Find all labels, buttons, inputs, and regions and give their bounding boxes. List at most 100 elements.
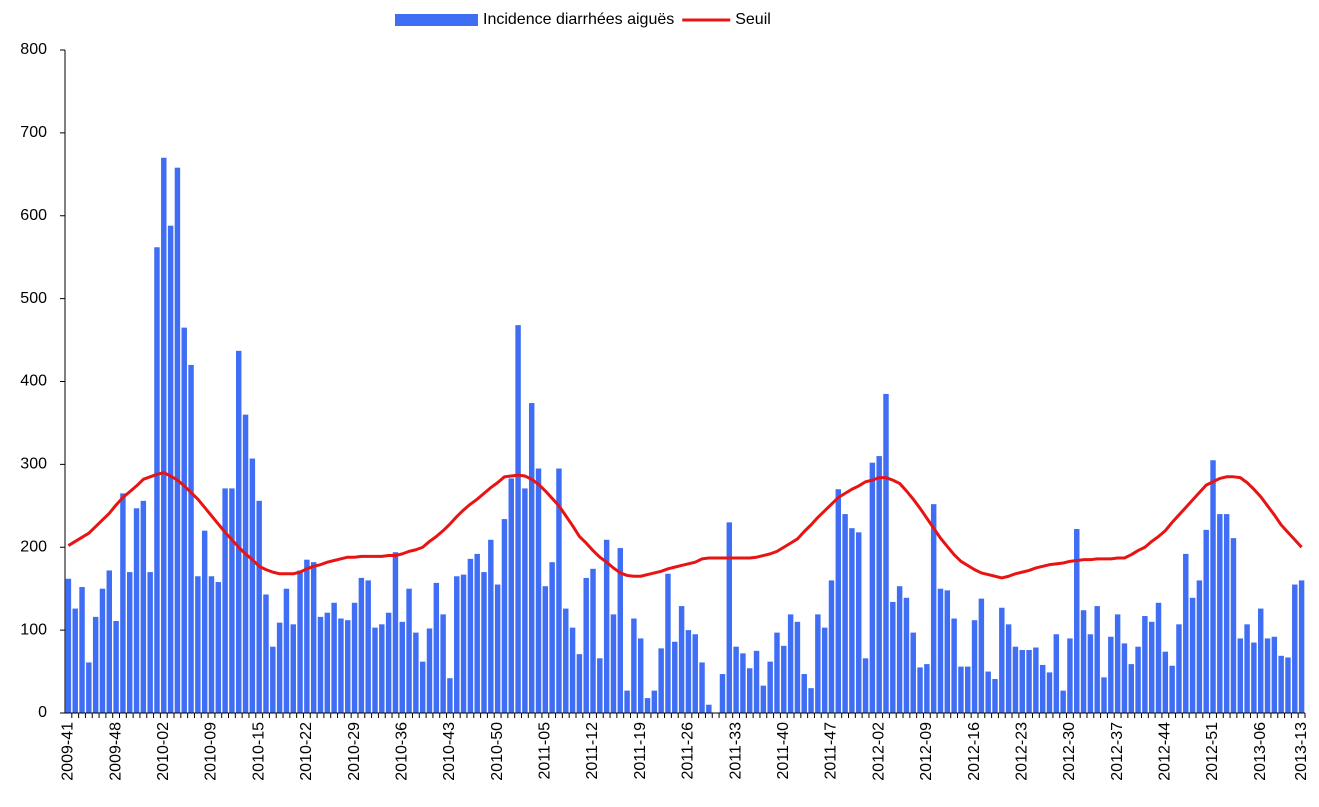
bar — [426, 628, 433, 713]
bar — [760, 685, 767, 713]
bar — [1142, 616, 1148, 713]
bar — [1189, 597, 1196, 713]
bar — [781, 645, 787, 713]
bar — [1128, 664, 1134, 713]
bar — [256, 500, 262, 713]
bar — [896, 586, 903, 713]
bar — [617, 548, 623, 713]
x-tick-label: 2012-37 — [1109, 722, 1126, 781]
x-tick-label: 2010-29 — [346, 722, 363, 781]
bar — [603, 539, 610, 713]
bar — [774, 632, 780, 713]
bar — [801, 674, 807, 713]
bar — [385, 612, 392, 713]
bar — [65, 578, 72, 713]
bar — [208, 576, 215, 713]
bar — [528, 403, 535, 713]
bar — [610, 614, 617, 713]
bar — [515, 325, 521, 713]
legend-swatch — [395, 14, 478, 26]
bar — [1108, 636, 1114, 713]
x-tick-label: 2011-12 — [584, 722, 601, 780]
x-tick-label: 2012-09 — [918, 722, 935, 781]
bar — [842, 514, 848, 713]
bar — [1012, 646, 1019, 713]
bar — [1183, 553, 1189, 713]
bar — [740, 653, 746, 713]
bar — [576, 654, 583, 713]
bar — [978, 598, 985, 713]
bar — [624, 690, 630, 713]
bar — [1251, 642, 1257, 713]
bar — [1080, 610, 1087, 713]
bar — [719, 674, 726, 713]
bar — [249, 458, 256, 713]
bar — [106, 570, 113, 713]
y-tick-label: 200 — [20, 538, 47, 555]
bar — [1094, 606, 1100, 713]
bar — [999, 607, 1005, 713]
bar — [120, 493, 126, 713]
bar — [263, 594, 269, 713]
x-tick-label: 2009-41 — [60, 722, 77, 781]
bar — [794, 621, 801, 713]
bar — [270, 646, 276, 713]
bar — [549, 562, 555, 713]
bar — [692, 634, 698, 713]
x-tick-label: 2011-26 — [680, 722, 697, 780]
bar — [188, 364, 194, 713]
bar — [583, 577, 589, 713]
bar — [92, 616, 99, 713]
bar — [454, 576, 460, 713]
x-tick-label: 2012-51 — [1204, 722, 1221, 781]
bar — [917, 667, 923, 713]
bar — [965, 666, 971, 713]
bar — [365, 580, 371, 713]
bar — [406, 588, 412, 713]
bar — [140, 500, 147, 713]
bar — [1005, 624, 1012, 713]
bar — [951, 618, 957, 713]
bar — [447, 678, 453, 713]
bar — [726, 522, 733, 713]
bar — [440, 614, 446, 713]
bar — [849, 528, 855, 713]
bar — [1155, 602, 1162, 713]
bar — [1230, 538, 1237, 713]
bar — [1135, 646, 1141, 713]
x-tick-label: 2010-02 — [155, 722, 172, 781]
x-tick-label: 2012-02 — [870, 722, 887, 781]
bar — [971, 620, 978, 713]
x-tick-label: 2010-50 — [489, 722, 506, 781]
bar — [1223, 514, 1230, 713]
bar — [133, 508, 140, 713]
bar — [276, 622, 283, 713]
x-tick-label: 2009-48 — [107, 722, 124, 781]
bar — [883, 393, 889, 713]
x-tick-label: 2010-36 — [393, 722, 410, 781]
bar — [154, 247, 160, 713]
bar — [1271, 636, 1278, 713]
bar — [351, 602, 358, 713]
bar — [985, 671, 991, 713]
y-tick-label: 300 — [20, 456, 47, 473]
y-tick-label: 0 — [38, 704, 47, 721]
bar — [937, 588, 944, 713]
bar — [1169, 665, 1175, 713]
bar — [590, 568, 596, 713]
y-tick-label: 500 — [20, 290, 47, 307]
y-tick-label: 600 — [20, 207, 47, 224]
y-tick-label: 700 — [20, 124, 47, 141]
bar — [1162, 651, 1169, 713]
bar — [1026, 650, 1032, 713]
bar — [808, 688, 814, 713]
bar — [644, 698, 651, 713]
legend-label: Incidence diarrhées aiguës — [483, 11, 674, 28]
bar — [195, 576, 201, 713]
bar — [345, 620, 351, 713]
bar — [72, 608, 78, 713]
bar — [147, 572, 153, 713]
y-tick-label: 400 — [20, 373, 47, 390]
bar — [1203, 529, 1209, 713]
